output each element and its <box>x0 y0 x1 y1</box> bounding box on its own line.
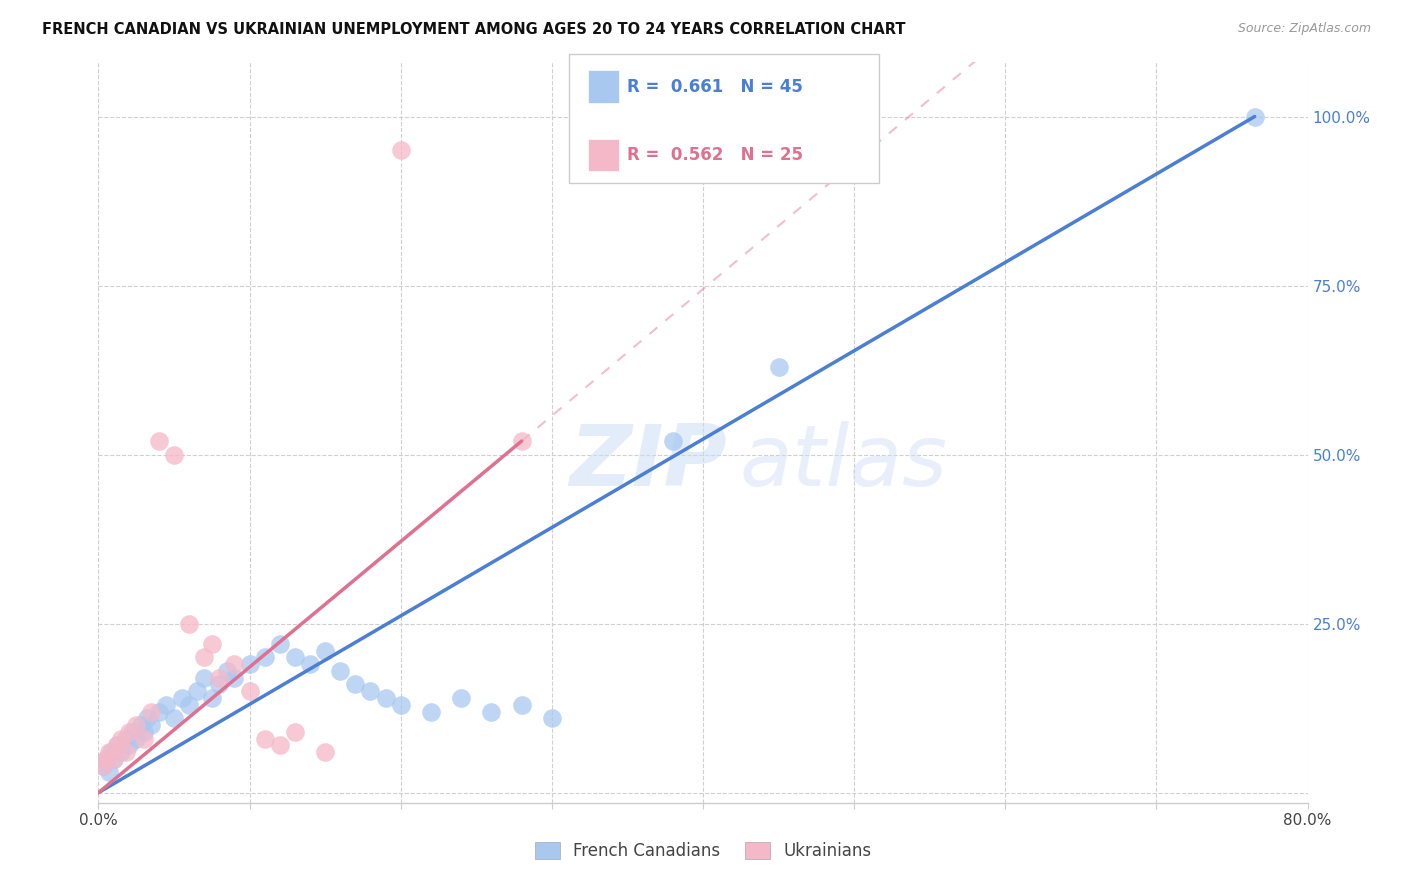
Point <box>420 705 443 719</box>
Point <box>105 739 128 753</box>
Point <box>125 731 148 746</box>
Point <box>98 765 121 780</box>
Point <box>208 671 231 685</box>
Point <box>148 434 170 448</box>
Point <box>239 684 262 698</box>
Point <box>148 705 170 719</box>
Text: atlas: atlas <box>740 421 948 504</box>
Point <box>510 434 533 448</box>
Point <box>215 664 238 678</box>
Point <box>1243 110 1265 124</box>
Text: ZIP: ZIP <box>569 421 727 504</box>
Text: R =  0.661   N = 45: R = 0.661 N = 45 <box>627 78 803 95</box>
Point <box>170 691 193 706</box>
Point <box>450 691 472 706</box>
Point <box>110 745 132 759</box>
Point <box>253 731 276 746</box>
Point <box>768 359 790 374</box>
Point <box>163 448 186 462</box>
Point <box>94 752 117 766</box>
Point <box>224 657 246 672</box>
Point <box>269 739 291 753</box>
Point <box>510 698 533 712</box>
Point <box>201 637 224 651</box>
Point <box>284 724 307 739</box>
Point <box>253 650 276 665</box>
Point <box>389 144 412 158</box>
Point <box>201 691 224 706</box>
Point <box>125 718 148 732</box>
Point <box>100 745 122 759</box>
Point <box>91 758 114 772</box>
Point <box>314 643 336 657</box>
Point <box>360 684 382 698</box>
Point <box>110 731 132 746</box>
Point <box>224 671 246 685</box>
Point <box>98 745 121 759</box>
Point <box>208 677 231 691</box>
Text: R =  0.562   N = 25: R = 0.562 N = 25 <box>627 146 803 164</box>
Point <box>118 739 141 753</box>
Point <box>299 657 322 672</box>
Point <box>163 711 186 725</box>
Point <box>239 657 262 672</box>
Point <box>129 718 152 732</box>
Point <box>314 745 336 759</box>
Point <box>94 752 117 766</box>
Point <box>118 724 141 739</box>
Point <box>132 724 155 739</box>
Point <box>389 698 412 712</box>
Point <box>481 705 503 719</box>
Point <box>132 731 155 746</box>
Point <box>91 758 114 772</box>
Point <box>179 698 201 712</box>
Point <box>105 739 128 753</box>
Point <box>193 671 215 685</box>
Point <box>103 752 125 766</box>
Point <box>121 724 143 739</box>
Text: Source: ZipAtlas.com: Source: ZipAtlas.com <box>1237 22 1371 36</box>
Text: FRENCH CANADIAN VS UKRAINIAN UNEMPLOYMENT AMONG AGES 20 TO 24 YEARS CORRELATION : FRENCH CANADIAN VS UKRAINIAN UNEMPLOYMEN… <box>42 22 905 37</box>
Point <box>329 664 352 678</box>
Point <box>284 650 307 665</box>
Legend: French Canadians, Ukrainians: French Canadians, Ukrainians <box>526 834 880 869</box>
Point <box>114 731 136 746</box>
Point <box>103 752 125 766</box>
Point <box>661 434 683 448</box>
Point <box>141 718 163 732</box>
Point <box>186 684 208 698</box>
Point <box>114 745 136 759</box>
Point <box>179 616 201 631</box>
Point <box>193 650 215 665</box>
Point <box>540 711 562 725</box>
Point <box>344 677 367 691</box>
Point <box>141 705 163 719</box>
Point <box>155 698 177 712</box>
Point <box>269 637 291 651</box>
Point <box>374 691 396 706</box>
Point <box>135 711 157 725</box>
